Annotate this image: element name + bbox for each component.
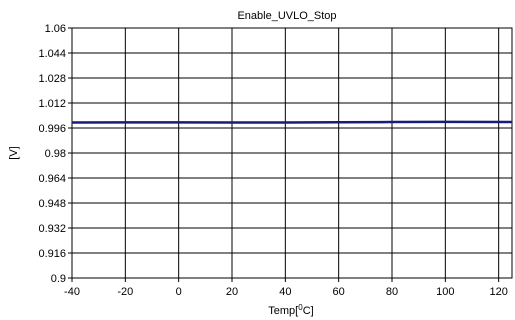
x-axis-label-prefix: Temp[	[268, 305, 298, 317]
y-tick-label: 1.028	[38, 73, 66, 85]
plot-frame	[71, 27, 513, 279]
chart-title: Enable_UVLO_Stop	[237, 10, 336, 22]
series-line	[71, 120, 513, 124]
y-tick-labels: 0.9 0.916 0.932 0.948 0.964 0.98 0.996 1.012 1.0…	[38, 23, 66, 285]
y-tick-label: 1.044	[38, 48, 66, 60]
y-tick-label: 1.012	[38, 98, 66, 110]
x-axis-label-suffix: C]	[303, 305, 314, 317]
x-tick-label: 0	[176, 286, 182, 298]
x-tick-label: -20	[117, 286, 133, 298]
y-tick-label: 0.964	[38, 173, 66, 185]
y-tick-label: 1.06	[45, 23, 66, 35]
x-tick-label: 20	[226, 286, 238, 298]
y-tick-label: 0.916	[38, 248, 66, 260]
y-tick-label: 0.996	[38, 123, 66, 135]
x-tick-label: 100	[436, 286, 454, 298]
x-tick-label: 120	[489, 286, 507, 298]
series-group	[71, 120, 513, 124]
x-tick-label: 60	[333, 286, 345, 298]
x-tick-labels: -40 -20 0 20 40 60 80 100 120	[64, 286, 508, 298]
y-axis-label: [V]	[8, 146, 20, 159]
y-tick-label: 0.948	[38, 198, 66, 210]
x-tick-label: -40	[64, 286, 80, 298]
grid	[68, 27, 512, 282]
x-tick-label: 40	[279, 286, 291, 298]
x-axis-label-superscript: 0	[298, 303, 303, 312]
x-tick-label: 80	[386, 286, 398, 298]
y-tick-label: 0.98	[45, 148, 66, 160]
x-axis-label: Temp[0C]	[268, 303, 313, 317]
y-tick-label: 0.9	[51, 273, 66, 285]
y-tick-label: 0.932	[38, 223, 66, 235]
